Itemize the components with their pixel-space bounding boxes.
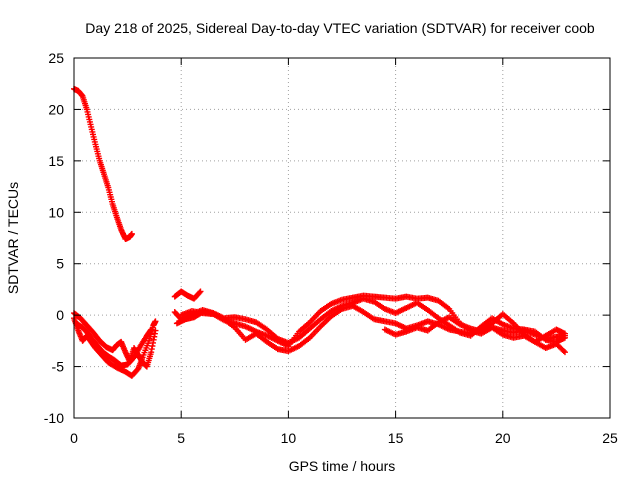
axis-ticks: 0 5 10 15 20 25 -10 -5 0 5 10 15 20 25	[44, 50, 618, 446]
y-tick-label: -10	[44, 410, 64, 426]
y-axis-label: SDTVAR / TECUs	[5, 182, 21, 294]
x-tick-label: 25	[602, 430, 618, 446]
data-point	[152, 318, 159, 325]
series-high-branch	[71, 85, 135, 243]
x-tick-label: 15	[388, 430, 404, 446]
y-tick-label: 20	[48, 101, 64, 117]
data-point	[561, 349, 568, 356]
y-tick-label: 15	[48, 153, 64, 169]
data-point	[561, 330, 568, 337]
plot-frame	[73, 57, 611, 419]
x-axis-label: GPS time / hours	[289, 458, 396, 474]
series-track-b	[71, 310, 159, 370]
x-tick-label: 10	[281, 430, 297, 446]
chart-title: Day 218 of 2025, Sidereal Day-to-day VTE…	[85, 20, 595, 36]
y-tick-label: 25	[48, 50, 64, 66]
y-tick-label: -5	[52, 359, 65, 375]
x-tick-label: 5	[177, 430, 185, 446]
data-point	[197, 288, 204, 295]
y-tick-label: 0	[56, 307, 64, 323]
grid-lines	[74, 58, 610, 418]
series-track-c	[73, 320, 155, 369]
y-tick-label: 5	[56, 256, 64, 272]
y-tick-label: 10	[48, 204, 64, 220]
data-point	[148, 326, 155, 333]
data-point	[196, 289, 203, 296]
data-points	[71, 85, 568, 379]
x-tick-label: 20	[495, 430, 511, 446]
x-tick-label: 0	[70, 430, 78, 446]
data-point	[560, 347, 567, 354]
series-track-f	[178, 292, 568, 349]
series-mid-arc	[171, 288, 204, 302]
series-track-g	[381, 314, 568, 345]
data-point	[128, 230, 135, 237]
